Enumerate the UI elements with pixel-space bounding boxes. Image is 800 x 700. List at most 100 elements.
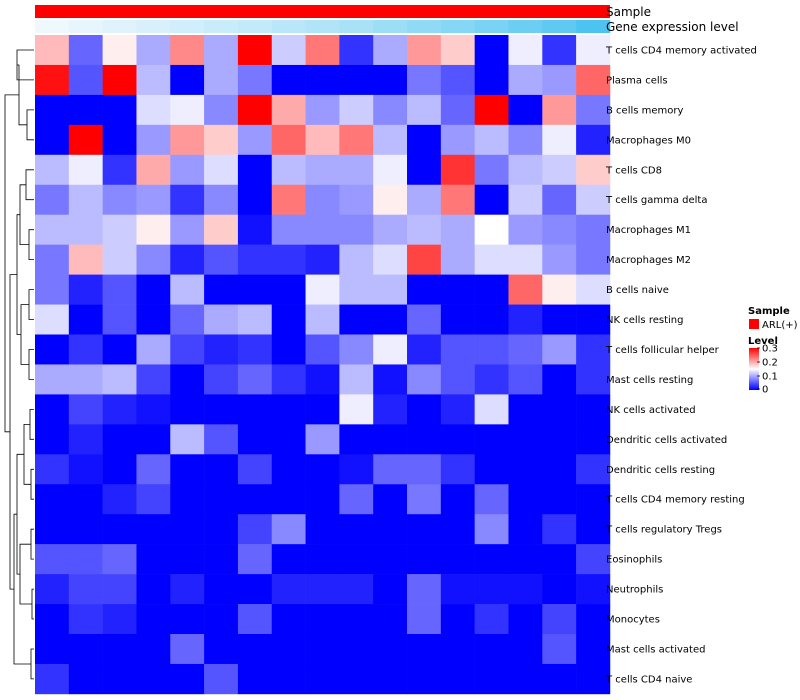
heatmap-cell	[35, 184, 70, 215]
heatmap-cell	[102, 604, 137, 635]
heatmap-cell	[407, 604, 442, 635]
heatmap-cell	[237, 35, 273, 66]
heatmap-cell	[373, 484, 408, 515]
legend: Sample ARL(+) Level 0.3 0.2 0.1 0	[748, 306, 798, 396]
heatmap-cell	[136, 214, 171, 245]
heatmap-cell	[136, 484, 171, 515]
heatmap-cell	[68, 124, 103, 156]
heatmap-cell	[305, 514, 340, 545]
heatmap-cell	[474, 454, 509, 485]
heatmap-cell	[508, 484, 543, 515]
legend-level-title: Level	[748, 336, 778, 347]
heatmap-cell	[508, 663, 543, 695]
heatmap-cell	[237, 663, 273, 695]
heatmap-cell	[474, 574, 509, 605]
heatmap-cell	[204, 364, 239, 395]
heatmap-cell	[440, 35, 475, 66]
row-label: T cells CD8	[605, 165, 662, 176]
heatmap-cell	[68, 424, 103, 455]
heatmap-cell	[407, 274, 442, 305]
heatmap-cell	[170, 304, 205, 335]
anno-label-sample: Sample	[606, 5, 651, 19]
heatmap-cell	[407, 154, 442, 186]
heatmap-cell	[508, 244, 543, 275]
heatmap-cell	[474, 244, 509, 275]
anno-label-gene-expression: Gene expression level	[606, 20, 739, 34]
gene-expression-level-cell	[373, 20, 408, 33]
heatmap-cell	[339, 574, 374, 605]
heatmap-cell	[474, 35, 509, 66]
row-label: Mast cells resting	[606, 375, 693, 386]
gene-expression-level-cell	[237, 20, 273, 33]
heatmap-cell	[474, 334, 509, 365]
heatmap-cell	[576, 304, 611, 335]
heatmap-cell	[305, 154, 340, 186]
heatmap-cell	[102, 634, 137, 665]
heatmap-cell	[102, 64, 137, 96]
heatmap-cell	[440, 634, 475, 665]
heatmap-cell	[204, 304, 239, 335]
heatmap-cell	[170, 574, 205, 605]
dendrogram-branch	[28, 229, 34, 260]
heatmap-cell	[102, 184, 137, 215]
heatmap-cell	[102, 214, 137, 245]
row-label: Monocytes	[606, 615, 660, 626]
heatmap-cell	[305, 604, 340, 635]
heatmap-cell	[35, 484, 70, 515]
heatmap-cell	[102, 35, 137, 66]
heatmap-cell	[576, 544, 611, 575]
heatmap-cell	[271, 94, 306, 126]
heatmap-cell	[102, 424, 137, 455]
heatmap-cell	[542, 64, 577, 96]
legend-sample-title: Sample	[748, 306, 790, 317]
row-label: Dendritic cells resting	[606, 465, 715, 476]
row-label: Macrophages M0	[606, 135, 691, 146]
heatmap-cell	[204, 663, 239, 695]
heatmap-cell	[68, 394, 103, 425]
heatmap-cell	[508, 634, 543, 665]
heatmap-cell	[136, 304, 171, 335]
heatmap-cell	[542, 334, 577, 365]
heatmap-cell	[271, 424, 306, 455]
heatmap-cell	[474, 154, 509, 186]
heatmap-cell	[271, 35, 306, 66]
heatmap-cell	[170, 214, 205, 245]
gene-expression-level-cell	[136, 20, 171, 33]
heatmap-cell	[440, 454, 475, 485]
legend-tick-label: 0.1	[762, 372, 778, 383]
heatmap-cell	[237, 394, 273, 425]
heatmap-cell	[204, 244, 239, 275]
heatmap-cell	[68, 364, 103, 395]
heatmap-cell	[102, 544, 137, 575]
gene-expression-level-cell	[542, 20, 577, 33]
heatmap-cell	[170, 634, 205, 665]
heatmap-cell	[271, 214, 306, 245]
heatmap-cell	[576, 274, 611, 305]
row-label: NK cells resting	[606, 315, 683, 326]
heatmap-cell	[305, 454, 340, 485]
heatmap-cells	[35, 35, 611, 695]
heatmap-cell	[305, 64, 340, 96]
heatmap-cell	[542, 244, 577, 275]
heatmap-cell	[102, 484, 137, 515]
heatmap-cell	[68, 304, 103, 335]
heatmap-cell	[373, 454, 408, 485]
heatmap-cell	[204, 334, 239, 365]
heatmap-cell	[474, 514, 509, 545]
heatmap-cell	[305, 94, 340, 126]
dendrogram-branch	[25, 169, 34, 201]
heatmap-cell	[136, 514, 171, 545]
heatmap-cell	[35, 574, 70, 605]
heatmap-cell	[508, 514, 543, 545]
heatmap-cell	[542, 94, 577, 126]
heatmap-cell	[35, 304, 70, 335]
heatmap-cell	[170, 184, 205, 215]
heatmap-cell	[542, 454, 577, 485]
heatmap-cell	[136, 364, 171, 395]
dendrogram-branch	[19, 543, 32, 605]
heatmap-cell	[474, 304, 509, 335]
dendrogram-branch	[13, 513, 31, 665]
heatmap-cell	[237, 124, 273, 156]
heatmap-cell	[68, 604, 103, 635]
heatmap-cell	[271, 544, 306, 575]
